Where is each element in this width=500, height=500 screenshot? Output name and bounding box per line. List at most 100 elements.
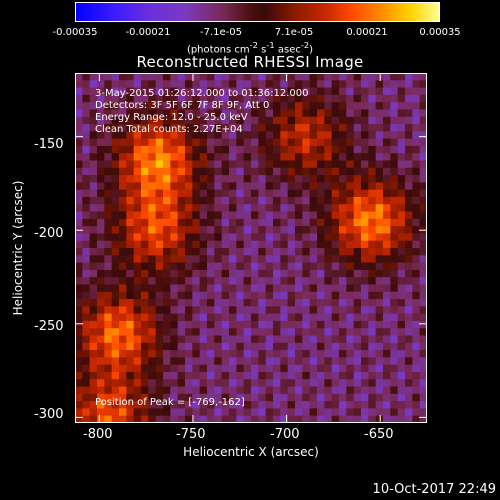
heatmap-cell [353, 371, 362, 380]
heatmap-cell [412, 408, 420, 417]
heatmap-cell [258, 393, 266, 402]
heatmap-cell [207, 102, 215, 110]
heatmap-cell [390, 94, 398, 103]
heatmap-cell [324, 226, 332, 234]
heatmap-cell [141, 218, 149, 227]
heatmap-cell [207, 167, 215, 176]
heatmap-cell [75, 80, 83, 88]
heatmap-cell [317, 401, 325, 409]
heatmap-cell [97, 131, 105, 139]
heatmap-cell [405, 277, 413, 285]
heatmap-cell [75, 94, 83, 103]
heatmap-cell [375, 175, 384, 183]
heatmap-cell [104, 131, 112, 139]
heatmap-cell [251, 145, 259, 154]
heatmap-cell [368, 160, 376, 169]
heatmap-cell [412, 94, 420, 103]
heatmap-cell [339, 299, 347, 307]
heatmap-cell [383, 160, 391, 169]
heatmap-cell [111, 204, 120, 212]
heatmap-cell [111, 299, 120, 307]
heatmap-cell [280, 175, 288, 183]
heatmap-cell [390, 379, 398, 387]
heatmap-cell [177, 153, 186, 161]
heatmap-cell [148, 408, 156, 417]
heatmap-cell [368, 313, 376, 322]
heatmap-cell [295, 320, 303, 329]
heatmap-cell [155, 167, 164, 176]
heatmap-cell [97, 342, 105, 351]
heatmap-cell [192, 138, 200, 147]
heatmap-cell [405, 269, 413, 278]
heatmap-cell [324, 328, 332, 336]
heatmap-cell [111, 160, 120, 169]
heatmap-cell [412, 328, 420, 336]
heatmap-cell [119, 102, 127, 110]
heatmap-cell [229, 277, 237, 285]
heatmap-cell [258, 153, 266, 161]
heatmap-cell [221, 218, 230, 227]
heatmap-cell [163, 80, 171, 88]
heatmap-cell [192, 218, 200, 227]
heatmap-cell [148, 124, 156, 132]
heatmap-cell [339, 240, 347, 249]
heatmap-cell [229, 393, 237, 402]
heatmap-cell [331, 94, 340, 103]
heatmap-cell [141, 240, 149, 249]
heatmap-cell [133, 371, 142, 380]
heatmap-cell [339, 116, 347, 125]
heatmap-cell [331, 262, 340, 271]
heatmap-cell [339, 189, 347, 198]
heatmap-cell [155, 364, 164, 373]
heatmap-cell [346, 379, 354, 387]
heatmap-cell [273, 320, 281, 329]
heatmap-cell [75, 116, 83, 125]
heatmap-cell [104, 138, 112, 147]
heatmap-cell [295, 277, 303, 285]
heatmap-cell [346, 408, 354, 417]
heatmap-cell [265, 335, 274, 344]
heatmap-cell [324, 87, 332, 96]
heatmap-cell [104, 364, 112, 373]
heatmap-cell [375, 415, 384, 423]
heatmap-cell [104, 393, 112, 402]
heatmap-cell [265, 218, 274, 227]
heatmap-cell [405, 138, 413, 147]
heatmap-cell [302, 182, 310, 190]
heatmap-cell [258, 306, 266, 314]
heatmap-cell [361, 196, 369, 205]
heatmap-cell [185, 87, 193, 96]
heatmap-cell [89, 371, 98, 380]
heatmap-cell [346, 116, 354, 125]
heatmap-cell [302, 167, 310, 176]
heatmap-cell [207, 401, 215, 409]
heatmap-cell [265, 153, 274, 161]
heatmap-cell [368, 94, 376, 103]
heatmap-cell [236, 342, 244, 351]
heatmap-cell [155, 371, 164, 380]
heatmap-cell [155, 262, 164, 271]
heatmap-cell [177, 277, 186, 285]
heatmap-cell [75, 262, 83, 271]
heatmap-cell [324, 415, 332, 423]
heatmap-cell [412, 145, 420, 154]
heatmap-cell [133, 379, 142, 387]
heatmap-cell [339, 175, 347, 183]
heatmap-cell [236, 233, 244, 242]
heatmap-cell [295, 102, 303, 110]
heatmap-cell [287, 233, 296, 242]
heatmap-cell [126, 401, 134, 409]
heatmap-cell [280, 124, 288, 132]
heatmap-cell [243, 401, 252, 409]
heatmap-cell [236, 109, 244, 118]
heatmap-cell [185, 138, 193, 147]
heatmap-cell [126, 277, 134, 285]
heatmap-cell [317, 211, 325, 220]
heatmap-cell [419, 160, 427, 169]
heatmap-cell [331, 269, 340, 278]
heatmap-cell [339, 160, 347, 169]
heatmap-cell [214, 335, 222, 344]
heatmap-cell [207, 218, 215, 227]
heatmap-cell [192, 196, 200, 205]
heatmap-cell [243, 284, 252, 293]
